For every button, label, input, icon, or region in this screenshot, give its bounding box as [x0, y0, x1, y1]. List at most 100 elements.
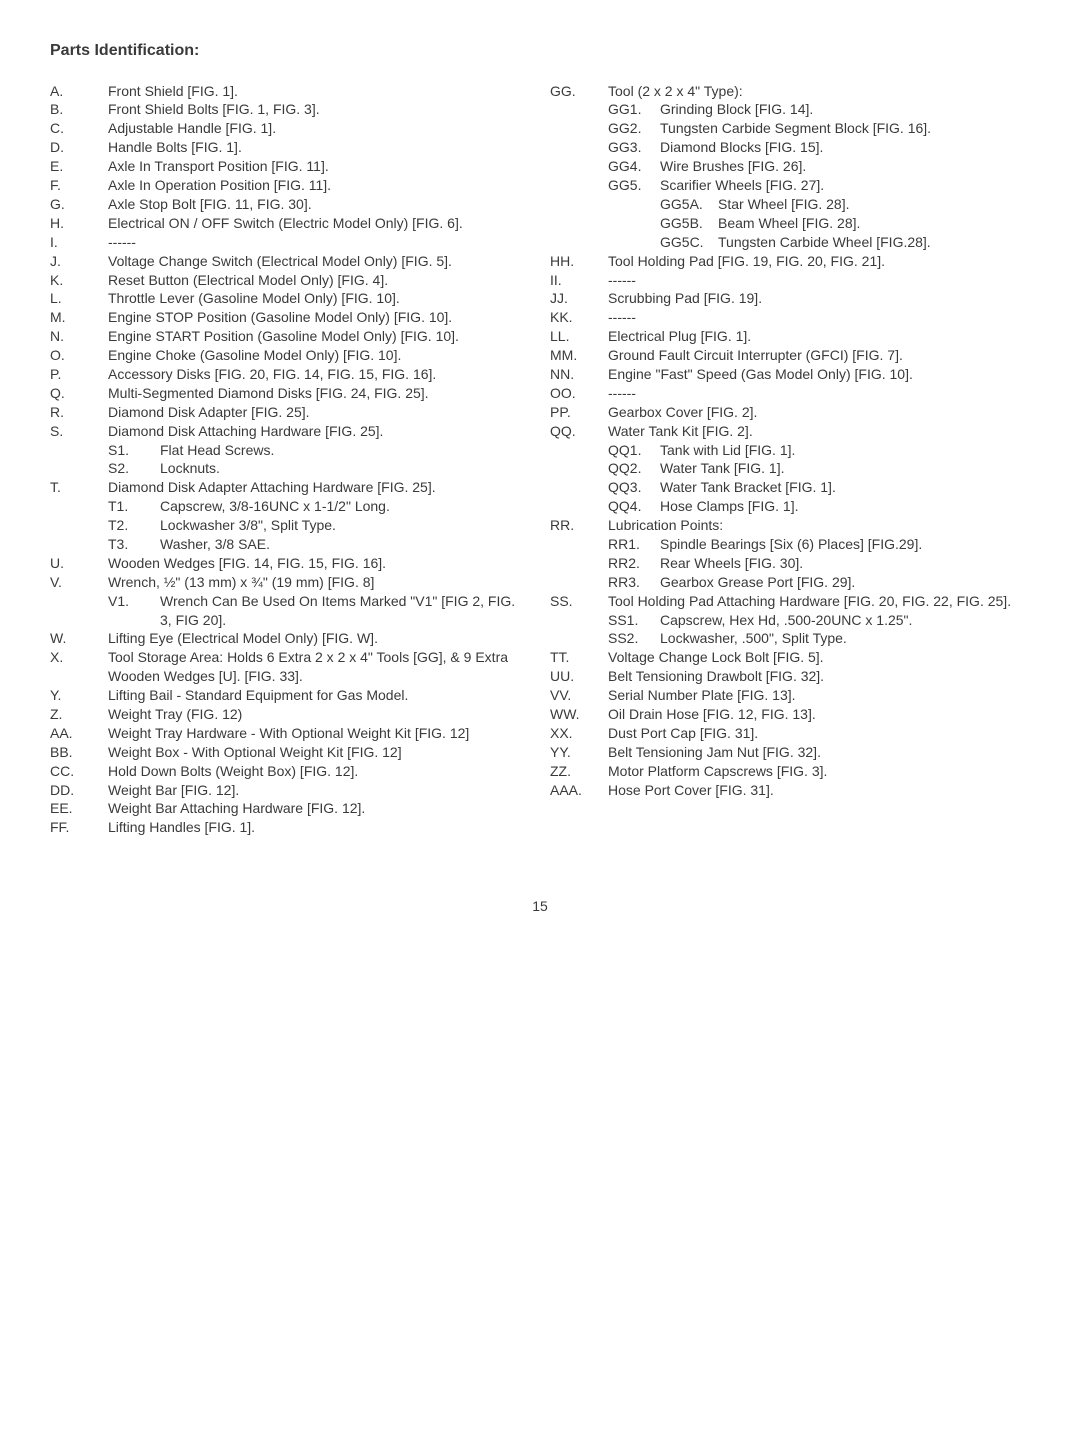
item-value: Tool Holding Pad Attaching Hardware [FIG…	[608, 592, 1030, 611]
subitem-key: V1.	[108, 592, 160, 630]
subitem-value: Hose Clamps [FIG. 1].	[660, 497, 1030, 516]
item-value: Accessory Disks [FIG. 20, FIG. 14, FIG. …	[108, 365, 530, 384]
item-value: Belt Tensioning Drawbolt [FIG. 32].	[608, 667, 1030, 686]
parts-list-subitem: RR3.Gearbox Grease Port [FIG. 29].	[550, 573, 1030, 592]
item-value: Adjustable Handle [FIG. 1].	[108, 119, 530, 138]
item-key: K.	[50, 271, 108, 290]
item-key: KK.	[550, 308, 608, 327]
parts-list-item: DD.Weight Bar [FIG. 12].	[50, 781, 530, 800]
parts-list-item: SS.Tool Holding Pad Attaching Hardware […	[550, 592, 1030, 611]
parts-list-subitem: QQ3.Water Tank Bracket [FIG. 1].	[550, 478, 1030, 497]
parts-list-item: A.Front Shield [FIG. 1].	[50, 82, 530, 101]
parts-list-item: X.Tool Storage Area: Holds 6 Extra 2 x 2…	[50, 648, 530, 686]
item-key: G.	[50, 195, 108, 214]
subitem-key: RR3.	[608, 573, 660, 592]
item-key: GG.	[550, 82, 608, 101]
item-value: Weight Box - With Optional Weight Kit [F…	[108, 743, 530, 762]
item-key: F.	[50, 176, 108, 195]
item-key: RR.	[550, 516, 608, 535]
item-key: SS.	[550, 592, 608, 611]
parts-list-item: TT.Voltage Change Lock Bolt [FIG. 5].	[550, 648, 1030, 667]
item-value: Weight Tray (FIG. 12)	[108, 705, 530, 724]
parts-list-item: N.Engine START Position (Gasoline Model …	[50, 327, 530, 346]
subitem-key: QQ3.	[608, 478, 660, 497]
parts-list-subsubitem: GG5A.Star Wheel [FIG. 28].	[550, 195, 1030, 214]
parts-list-subitem: V1.Wrench Can Be Used On Items Marked "V…	[50, 592, 530, 630]
parts-list-subitem: T3.Washer, 3/8 SAE.	[50, 535, 530, 554]
item-value: Front Shield Bolts [FIG. 1, FIG. 3].	[108, 100, 530, 119]
parts-list-subitem: T2.Lockwasher 3/8", Split Type.	[50, 516, 530, 535]
item-value: Diamond Disk Attaching Hardware [FIG. 25…	[108, 422, 530, 441]
item-key: II.	[550, 271, 608, 290]
item-value: Lifting Eye (Electrical Model Only) [FIG…	[108, 629, 530, 648]
item-value: Lifting Bail - Standard Equipment for Ga…	[108, 686, 530, 705]
item-key: D.	[50, 138, 108, 157]
parts-list-item: NN.Engine "Fast" Speed (Gas Model Only) …	[550, 365, 1030, 384]
parts-list-item: D.Handle Bolts [FIG. 1].	[50, 138, 530, 157]
subitem-value: Water Tank Bracket [FIG. 1].	[660, 478, 1030, 497]
item-key: Y.	[50, 686, 108, 705]
subitem-key: T3.	[108, 535, 160, 554]
item-value: Belt Tensioning Jam Nut [FIG. 32].	[608, 743, 1030, 762]
item-value: Gearbox Cover [FIG. 2].	[608, 403, 1030, 422]
item-key: B.	[50, 100, 108, 119]
parts-list-item: E.Axle In Transport Position [FIG. 11].	[50, 157, 530, 176]
parts-list-subitem: T1.Capscrew, 3/8-16UNC x 1-1/2" Long.	[50, 497, 530, 516]
parts-list-item: S.Diamond Disk Attaching Hardware [FIG. …	[50, 422, 530, 441]
item-value: Lifting Handles [FIG. 1].	[108, 818, 530, 837]
item-key: AAA.	[550, 781, 608, 800]
item-value: Oil Drain Hose [FIG. 12, FIG. 13].	[608, 705, 1030, 724]
item-key: A.	[50, 82, 108, 101]
subitem-value: Lockwasher 3/8", Split Type.	[160, 516, 530, 535]
item-value: Engine "Fast" Speed (Gas Model Only) [FI…	[608, 365, 1030, 384]
item-key: MM.	[550, 346, 608, 365]
parts-list-left-column: A.Front Shield [FIG. 1].B.Front Shield B…	[50, 82, 530, 838]
parts-list-item: GG.Tool (2 x 2 x 4" Type):	[550, 82, 1030, 101]
subitem-value: Spindle Bearings [Six (6) Places] [FIG.2…	[660, 535, 1030, 554]
parts-list-item: JJ.Scrubbing Pad [FIG. 19].	[550, 289, 1030, 308]
subitem-value: Flat Head Screws.	[160, 441, 530, 460]
item-value: Multi-Segmented Diamond Disks [FIG. 24, …	[108, 384, 530, 403]
item-key: E.	[50, 157, 108, 176]
parts-list-item: EE.Weight Bar Attaching Hardware [FIG. 1…	[50, 799, 530, 818]
subitem-key: T1.	[108, 497, 160, 516]
parts-list-subitem: RR2.Rear Wheels [FIG. 30].	[550, 554, 1030, 573]
subitem-key: RR2.	[608, 554, 660, 573]
item-key: DD.	[50, 781, 108, 800]
item-key: HH.	[550, 252, 608, 271]
subitem-key: GG3.	[608, 138, 660, 157]
item-value: Scrubbing Pad [FIG. 19].	[608, 289, 1030, 308]
parts-list-item: UU.Belt Tensioning Drawbolt [FIG. 32].	[550, 667, 1030, 686]
parts-list-item: CC.Hold Down Bolts (Weight Box) [FIG. 12…	[50, 762, 530, 781]
item-key: OO.	[550, 384, 608, 403]
subitem-value: Lockwasher, .500", Split Type.	[660, 629, 1030, 648]
item-key: L.	[50, 289, 108, 308]
parts-list-item: I.------	[50, 233, 530, 252]
item-value: ------	[608, 271, 1030, 290]
subitem-key: S2.	[108, 459, 160, 478]
parts-list-item: G.Axle Stop Bolt [FIG. 11, FIG. 30].	[50, 195, 530, 214]
parts-list-right-column: GG.Tool (2 x 2 x 4" Type):GG1.Grinding B…	[550, 82, 1030, 838]
item-key: UU.	[550, 667, 608, 686]
item-key: P.	[50, 365, 108, 384]
item-key: XX.	[550, 724, 608, 743]
item-value: ------	[108, 233, 530, 252]
parts-list-subitem: QQ4.Hose Clamps [FIG. 1].	[550, 497, 1030, 516]
item-value: Voltage Change Lock Bolt [FIG. 5].	[608, 648, 1030, 667]
parts-list-item: P.Accessory Disks [FIG. 20, FIG. 14, FIG…	[50, 365, 530, 384]
parts-list-item: BB.Weight Box - With Optional Weight Kit…	[50, 743, 530, 762]
parts-list-item: V.Wrench, ½" (13 mm) x ¾" (19 mm) [FIG. …	[50, 573, 530, 592]
subsubitem-key: GG5C.	[660, 233, 718, 252]
item-key: I.	[50, 233, 108, 252]
item-value: Wooden Wedges [FIG. 14, FIG. 15, FIG. 16…	[108, 554, 530, 573]
parts-list-item: Z.Weight Tray (FIG. 12)	[50, 705, 530, 724]
subitem-key: S1.	[108, 441, 160, 460]
item-value: Reset Button (Electrical Model Only) [FI…	[108, 271, 530, 290]
parts-list-item: M.Engine STOP Position (Gasoline Model O…	[50, 308, 530, 327]
subsubitem-value: Star Wheel [FIG. 28].	[718, 195, 1030, 214]
subitem-value: Diamond Blocks [FIG. 15].	[660, 138, 1030, 157]
item-value: Tool Storage Area: Holds 6 Extra 2 x 2 x…	[108, 648, 530, 686]
subitem-key: GG1.	[608, 100, 660, 119]
parts-list-subitem: QQ1.Tank with Lid [FIG. 1].	[550, 441, 1030, 460]
item-value: Voltage Change Switch (Electrical Model …	[108, 252, 530, 271]
